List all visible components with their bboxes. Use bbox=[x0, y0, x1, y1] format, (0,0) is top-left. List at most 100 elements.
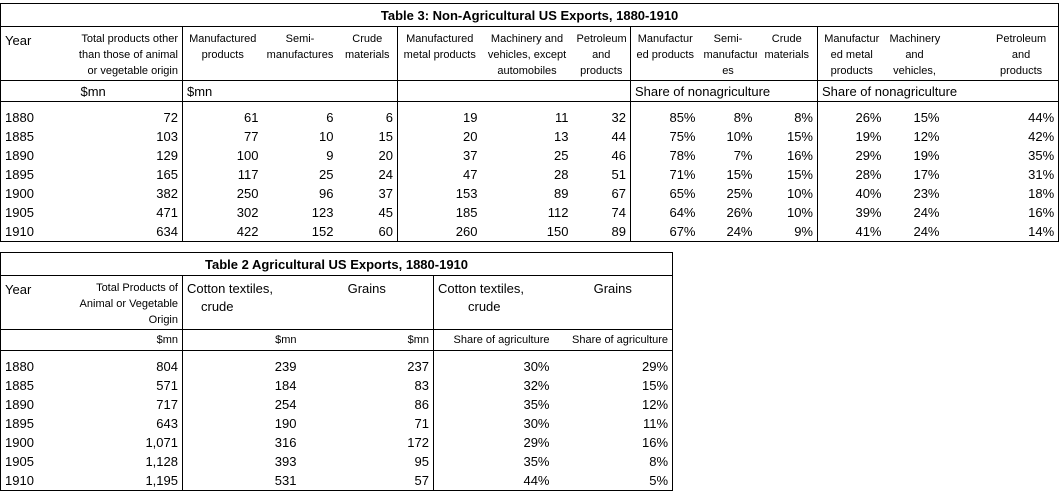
data-cell: 165 bbox=[66, 165, 183, 184]
row-year-cell: 1910 bbox=[5, 224, 34, 239]
table-3-non-agricultural-exports: Table 3: Non-Agricultural US Exports, 18… bbox=[0, 3, 1059, 242]
row-year-cell: 1890 bbox=[5, 148, 34, 163]
data-cell: 28 bbox=[554, 167, 569, 182]
data-cell: 254 bbox=[274, 397, 297, 412]
data-cell: 31% bbox=[1028, 167, 1055, 182]
row-year-cell: 1895 bbox=[5, 167, 34, 182]
data-cell: 717 bbox=[66, 395, 183, 414]
data-cell: 35% bbox=[523, 397, 550, 412]
data-cell: 302 bbox=[236, 205, 259, 220]
row-year-cell: 1905 bbox=[5, 454, 34, 469]
data-cell: 152 bbox=[311, 224, 334, 239]
header-share-machinery: Machinery and vehicles, bbox=[889, 33, 941, 77]
data-cell: 67% bbox=[669, 224, 696, 239]
data-cell: 75% bbox=[669, 129, 696, 144]
data-cell: 10% bbox=[726, 129, 753, 144]
data-cell: 89 bbox=[572, 222, 631, 242]
data-cell: 804 bbox=[66, 350, 183, 376]
data-cell: 86 bbox=[300, 395, 434, 414]
data-cell: 35% bbox=[1028, 148, 1055, 163]
data-cell: 37 bbox=[463, 148, 478, 163]
data-cell: 12% bbox=[642, 397, 669, 412]
table-2-title: Table 2 Agricultural US Exports, 1880-19… bbox=[0, 252, 673, 276]
header-total-agri: Total Products of Animal or Vegetable Orig… bbox=[66, 275, 183, 330]
data-cell: 15 bbox=[337, 127, 398, 146]
data-cell: 61 bbox=[244, 110, 259, 125]
data-cell: 634 bbox=[66, 222, 183, 242]
data-cell: 67 bbox=[572, 184, 631, 203]
data-cell: 26% bbox=[855, 110, 882, 125]
table-row: 1910 1,195 531 57 44% 5% bbox=[1, 471, 673, 491]
table-row: 1900 1,071 316 172 29% 16% bbox=[1, 433, 673, 452]
header-share-semi-manufactures: Semi-manufactur es bbox=[703, 33, 757, 77]
unit-grains: $mn bbox=[300, 329, 434, 351]
header-grains: Grains bbox=[300, 275, 434, 330]
header-share-manufactured-products: Manufactur ed products bbox=[636, 33, 694, 61]
data-cell: 172 bbox=[300, 433, 434, 452]
data-cell: 64% bbox=[669, 205, 696, 220]
data-cell: 19% bbox=[855, 129, 882, 144]
data-cell: 1,195 bbox=[66, 471, 183, 491]
unit-share-cotton: Share of agriculture bbox=[433, 329, 554, 351]
data-cell: 51 bbox=[572, 165, 631, 184]
data-cell: 316 bbox=[274, 435, 297, 450]
row-year-cell: 1885 bbox=[5, 129, 34, 144]
header-machinery-vehicles: Machinery and vehicles, except automobiles bbox=[487, 33, 567, 77]
data-cell: 44% bbox=[523, 473, 550, 488]
data-cell: 65% bbox=[669, 186, 696, 201]
data-cell: 28% bbox=[855, 167, 882, 182]
table-row: 1880 72 61 6 6 19 11 32 85% 8% 8% 26% 15% 44% bbox=[1, 101, 1059, 127]
data-cell: 96 bbox=[319, 186, 334, 201]
table-row: 1905 1,128 393 95 35% 8% bbox=[1, 452, 673, 471]
table-row: 1895 165 117 25 24 47 28 51 71% 15% 15% 28% 17% 31% bbox=[1, 165, 1059, 184]
data-cell: 20 bbox=[463, 129, 478, 144]
data-cell: 19% bbox=[913, 148, 940, 163]
data-cell: 25 bbox=[319, 167, 334, 182]
row-year-cell: 1900 bbox=[5, 435, 34, 450]
data-cell: 57 bbox=[300, 471, 434, 491]
data-cell: 26% bbox=[726, 205, 753, 220]
data-cell: 32% bbox=[523, 378, 550, 393]
data-cell: 117 bbox=[237, 167, 259, 182]
header-share-crude-materials: Crude materials bbox=[756, 26, 818, 81]
data-cell: 9% bbox=[756, 222, 818, 242]
data-cell: 471 bbox=[66, 203, 183, 222]
data-cell: 29% bbox=[523, 435, 550, 450]
unit-total: $mn bbox=[66, 329, 183, 351]
data-cell: 20 bbox=[337, 146, 398, 165]
data-cell: 190 bbox=[274, 416, 297, 431]
header-semi-manufactures: Semi-manufactures bbox=[266, 33, 334, 61]
data-cell: 260 bbox=[455, 224, 478, 239]
data-cell: 150 bbox=[546, 224, 569, 239]
data-cell: 571 bbox=[66, 376, 183, 395]
unit-total: $mn bbox=[66, 80, 183, 102]
data-cell: 100 bbox=[236, 148, 259, 163]
data-cell: 10 bbox=[319, 129, 334, 144]
unit-cotton: $mn bbox=[182, 329, 301, 351]
data-cell: 184 bbox=[274, 378, 297, 393]
row-year-cell: 1890 bbox=[5, 397, 34, 412]
data-cell: 30% bbox=[523, 416, 550, 431]
data-cell: 12% bbox=[913, 129, 940, 144]
data-cell: 77 bbox=[244, 129, 259, 144]
header-petroleum-products: Petroleum and products bbox=[572, 26, 631, 81]
table-row: 1890 717 254 86 35% 12% bbox=[1, 395, 673, 414]
row-year-cell: 1880 bbox=[5, 110, 34, 125]
data-cell: 15% bbox=[913, 110, 940, 125]
data-cell: 8% bbox=[733, 110, 753, 125]
data-cell: 15% bbox=[756, 165, 818, 184]
data-cell: 9 bbox=[326, 148, 334, 163]
data-cell: 85% bbox=[669, 110, 696, 125]
data-cell: 18% bbox=[1028, 186, 1055, 201]
data-cell: 16% bbox=[1028, 205, 1055, 220]
data-cell: 71% bbox=[669, 167, 696, 182]
data-cell: 237 bbox=[300, 350, 434, 376]
data-cell: 23% bbox=[913, 186, 940, 201]
unit-share-group1: Share of nonagriculture bbox=[630, 80, 818, 102]
data-cell: 185 bbox=[455, 205, 478, 220]
data-cell: 71 bbox=[300, 414, 434, 433]
data-cell: 8% bbox=[649, 454, 669, 469]
header-manufactured-products: Manufactured products bbox=[189, 33, 257, 61]
data-cell: 25 bbox=[554, 148, 569, 163]
row-year-cell: 1905 bbox=[5, 205, 34, 220]
